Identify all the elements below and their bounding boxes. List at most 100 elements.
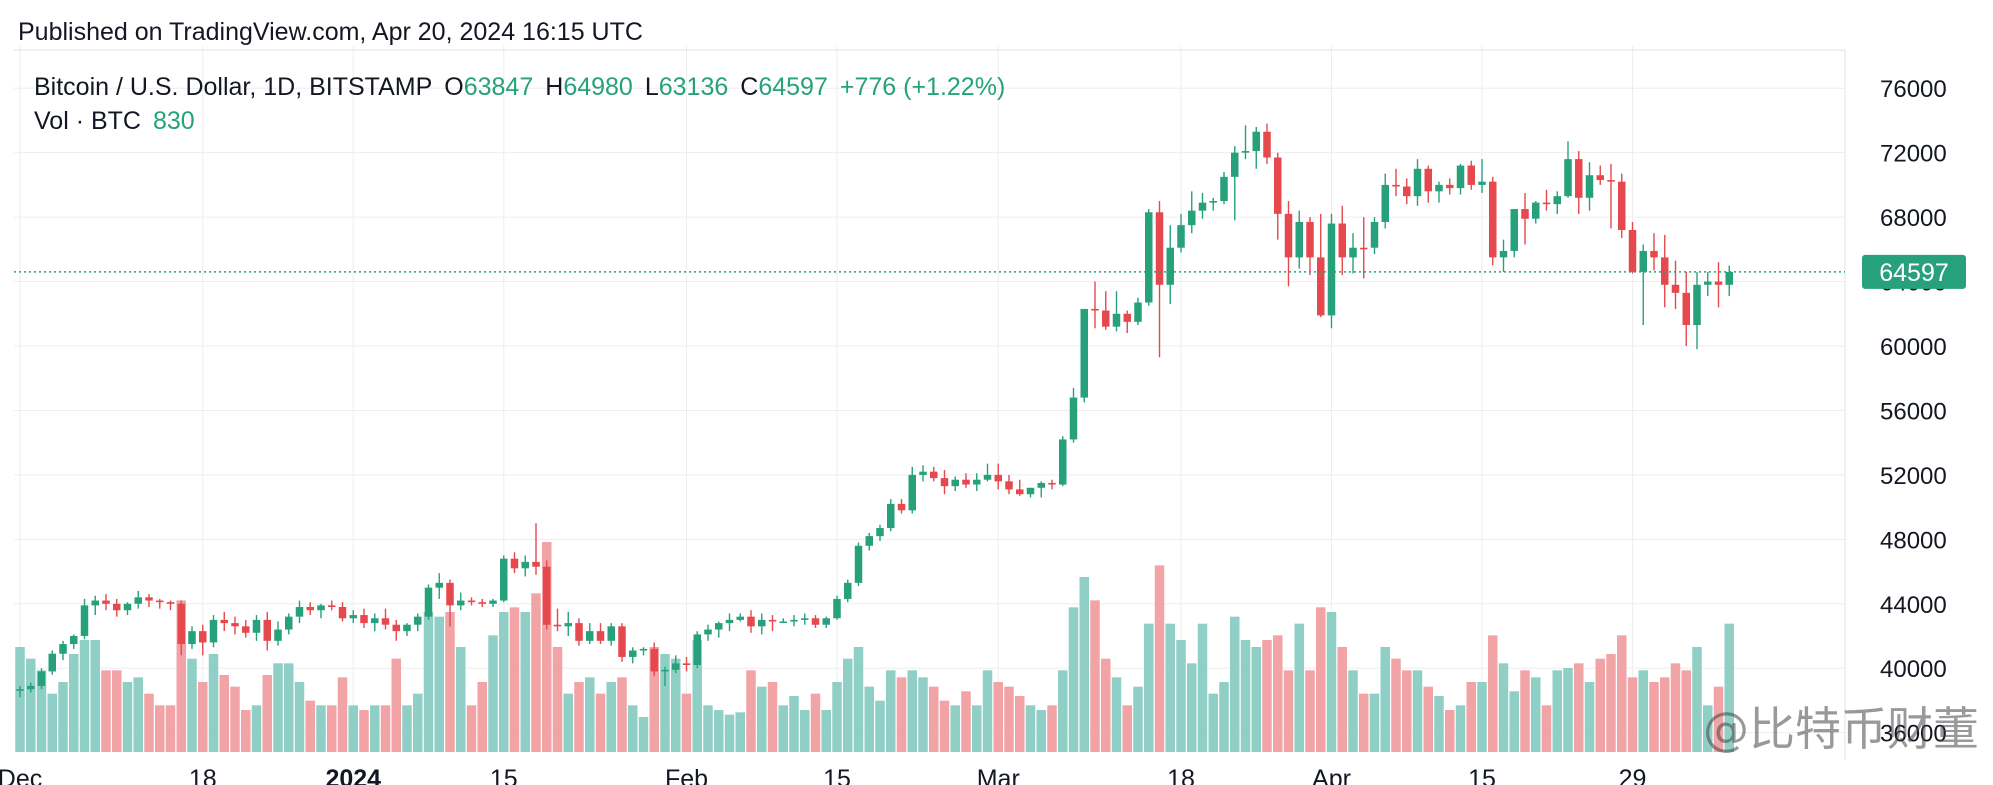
volume-bar <box>703 705 713 752</box>
volume-bar <box>778 705 788 752</box>
volume-bar <box>79 640 90 752</box>
candle-body <box>188 631 196 645</box>
candle-body <box>145 597 153 601</box>
candle-body <box>231 623 239 627</box>
candle-body <box>1639 250 1647 272</box>
candle-body <box>1145 212 1153 303</box>
candle-body <box>543 566 551 625</box>
candle-body <box>306 607 314 611</box>
volume-bar <box>380 705 391 752</box>
candle-body <box>1069 397 1078 440</box>
candle-body <box>1628 230 1637 272</box>
volume-bar <box>1477 682 1487 752</box>
volume-bar <box>628 705 638 752</box>
volume-bar <box>1219 682 1229 752</box>
volume-bar <box>1025 705 1036 752</box>
candle-body <box>199 631 207 643</box>
candle-body <box>1274 157 1282 214</box>
candle-body <box>1005 481 1013 490</box>
volume-bar <box>176 600 186 752</box>
volume-bar <box>929 686 939 752</box>
candle-body <box>758 619 766 627</box>
volume-bar <box>1434 696 1444 752</box>
open-value: 63847 <box>463 73 534 101</box>
volume-bar <box>907 670 917 752</box>
candle-body <box>156 600 164 603</box>
candle-body <box>1607 180 1615 182</box>
candle-body <box>1349 247 1357 258</box>
price-axis[interactable]: 7600072000680006400060000560005200048000… <box>1880 76 1947 747</box>
candle-body <box>1016 489 1024 495</box>
x-tick-label: 15 <box>490 765 518 785</box>
candle-body <box>1725 271 1733 285</box>
candle-body <box>1671 284 1680 293</box>
volume-bar <box>112 670 122 752</box>
volume-label[interactable]: Vol · BTC <box>34 107 141 135</box>
symbol-title[interactable]: Bitcoin / U.S. Dollar, 1D, BITSTAMP <box>34 73 433 101</box>
volume-bar <box>767 682 778 752</box>
candle-body <box>951 479 959 487</box>
candle-body <box>1263 131 1271 158</box>
candle-body <box>1381 184 1389 222</box>
candle-body <box>91 600 99 606</box>
candle-body <box>220 619 228 624</box>
candle-body <box>1177 225 1185 248</box>
candle-body <box>1618 181 1626 230</box>
volume-bar <box>198 682 208 752</box>
volume-bar <box>1466 682 1476 752</box>
volume-bar <box>1316 607 1326 752</box>
candle-body <box>1317 257 1325 316</box>
candle-body <box>994 474 1002 482</box>
volume-bar <box>1090 600 1100 752</box>
volume-bar <box>1660 677 1670 752</box>
candle-body <box>575 623 583 641</box>
candle-body <box>252 619 261 633</box>
time-axis[interactable]: Dec 18 2024 15 Feb 15 Mar 18 Apr 15 29 <box>0 765 1646 785</box>
candle-body <box>1252 131 1260 152</box>
candle-body <box>1166 247 1174 285</box>
candle-body <box>48 653 56 672</box>
candle-body <box>1231 152 1239 177</box>
candle-body <box>779 621 787 623</box>
candle-body <box>1241 151 1250 153</box>
published-info: Published on TradingView.com, Apr 20, 20… <box>18 18 643 46</box>
volume-bar <box>15 647 25 752</box>
candle-body <box>876 528 884 537</box>
candle-body <box>1220 176 1228 201</box>
candle-body <box>113 603 121 611</box>
x-tick-label: 15 <box>823 765 851 785</box>
high-label: H <box>545 73 564 101</box>
candle-body <box>209 619 218 643</box>
candle-body <box>371 618 379 624</box>
last-price-badge <box>1862 254 1966 289</box>
candle-body <box>908 474 916 511</box>
volume-bar <box>1670 663 1681 752</box>
candle-body <box>295 607 304 617</box>
volume-bar <box>993 682 1003 752</box>
volume-bar <box>1681 670 1691 752</box>
candle-body <box>672 663 680 670</box>
candle-body <box>1682 292 1690 326</box>
volume-value: 830 <box>152 107 195 135</box>
watermark-text: @比特币财董 <box>1703 702 1979 756</box>
candle-body <box>102 600 110 604</box>
x-tick-label: 15 <box>1468 765 1496 785</box>
candle-body <box>629 650 637 657</box>
candle-body <box>682 663 691 665</box>
volume-bar <box>208 654 219 752</box>
candle-body <box>1650 250 1658 258</box>
volume-bar <box>1337 647 1347 752</box>
volume-bar <box>1617 635 1627 752</box>
volume-bar <box>1584 682 1595 752</box>
volume-bar <box>413 693 423 752</box>
volume-bar <box>58 682 68 752</box>
volume-bar <box>531 593 541 752</box>
volume-bar <box>1359 693 1369 752</box>
x-tick-label: 2024 <box>325 765 381 785</box>
candle-body <box>177 603 185 645</box>
volume-bar <box>499 612 509 752</box>
candle-body <box>1360 247 1368 250</box>
candle-body <box>338 607 347 619</box>
candle-body <box>1693 284 1701 326</box>
